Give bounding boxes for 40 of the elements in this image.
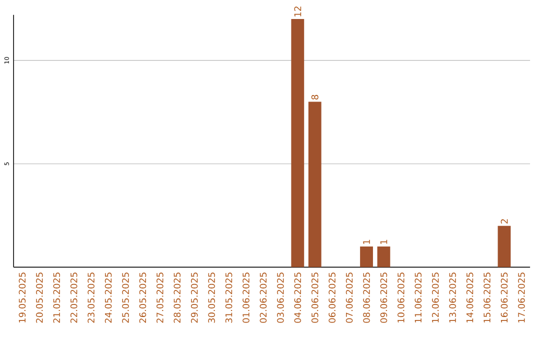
x-tick-label: 21.05.2025: [53, 272, 60, 323]
x-tick-label: 12.06.2025: [432, 272, 439, 323]
bar: [377, 246, 390, 268]
x-tick-label: 14.06.2025: [466, 272, 474, 323]
x-tick-label: 28.05.2025: [174, 272, 181, 323]
x-tick-label: 02.06.2025: [260, 272, 267, 323]
x-tick-label: 30.05.2025: [208, 272, 215, 323]
x-tick-label: 08.06.2025: [363, 272, 370, 323]
x-tick-label: 25.05.2025: [122, 272, 129, 323]
x-tick-label: 07.06.2025: [346, 272, 353, 323]
x-tick-label: 06.06.2025: [328, 272, 336, 323]
x-tick-label: 19.05.2025: [18, 272, 26, 323]
bar: [360, 246, 373, 268]
x-tick-label: 10.06.2025: [398, 272, 404, 323]
x-tick-label: 04.06.2025: [294, 272, 302, 323]
x-tick-label: 11.06.2025: [414, 272, 422, 323]
bar: [308, 102, 322, 268]
bar: [498, 226, 511, 268]
data-label: 1: [363, 240, 370, 244]
x-tick-label: 01.06.2025: [242, 272, 250, 323]
x-tick-label: 29.05.2025: [190, 272, 198, 323]
data-label: 2: [500, 219, 508, 224]
x-tick-label: 23.05.2025: [88, 272, 94, 323]
x-tick-label: 17.06.2025: [518, 272, 525, 323]
data-label: 1: [380, 240, 388, 244]
data-label: 8: [311, 95, 318, 100]
bar: [291, 19, 304, 268]
x-tick-label: 09.06.2025: [380, 272, 388, 323]
x-tick-label: 15.06.2025: [484, 272, 490, 323]
x-tick-label: 03.06.2025: [277, 272, 284, 323]
x-tick-label: 16.06.2025: [500, 272, 508, 323]
x-tick-label: 24.05.2025: [104, 272, 112, 323]
x-tick-label: 05.06.2025: [311, 272, 318, 323]
data-label: 12: [294, 6, 302, 17]
x-tick-label: 26.05.2025: [139, 272, 146, 323]
x-tick-label: 20.05.2025: [36, 272, 43, 323]
x-tick-label: 27.05.2025: [156, 272, 164, 323]
x-tick-label: 31.05.2025: [225, 272, 232, 323]
x-tick-label: 13.06.2025: [449, 272, 456, 323]
x-tick-label: 22.05.2025: [70, 272, 78, 323]
